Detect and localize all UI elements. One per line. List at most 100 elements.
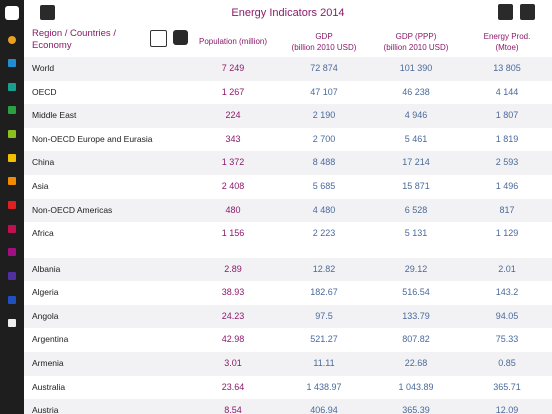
cell: 1 267	[221, 86, 245, 97]
sort-button[interactable]	[150, 30, 167, 47]
cell: 365.39	[402, 405, 430, 414]
cell: 2 223	[312, 228, 336, 239]
category[interactable]	[8, 130, 16, 138]
column-header: Region / Countries / Economy	[32, 28, 116, 51]
cell: 1 819	[495, 133, 519, 144]
row-label: Middle East	[32, 110, 77, 121]
cell: 2 408	[221, 181, 245, 191]
table-row[interactable]	[24, 257, 552, 282]
cell: 23.64	[221, 381, 245, 392]
category[interactable]	[8, 106, 16, 114]
category[interactable]	[8, 225, 16, 233]
cell: 72 874	[310, 63, 338, 73]
cell: 4 144	[495, 86, 519, 97]
cell: 75.33	[495, 334, 519, 345]
table-row[interactable]	[24, 351, 552, 376]
cell: 8 488	[312, 157, 336, 168]
table-row[interactable]	[24, 80, 552, 105]
category[interactable]	[8, 177, 16, 185]
row-label: Non-OECD Europe and Eurasia	[32, 133, 153, 144]
category[interactable]	[8, 83, 16, 91]
category[interactable]	[8, 154, 16, 162]
location-button[interactable]	[520, 4, 535, 20]
column-header: Population (million)	[198, 37, 268, 46]
cell: 480	[225, 204, 241, 215]
row-label: Austria	[32, 405, 59, 414]
cell: 17 214	[402, 157, 430, 168]
cell: 133.79	[402, 310, 430, 321]
cell: 22.68	[404, 357, 428, 368]
table-row[interactable]	[24, 57, 552, 81]
cell: 97.5	[315, 310, 333, 321]
category[interactable]	[8, 296, 16, 304]
table-row[interactable]	[24, 175, 552, 199]
cell: 4 480	[312, 204, 336, 215]
table-row[interactable]	[24, 198, 552, 223]
cell: 2 700	[312, 133, 336, 144]
category[interactable]	[8, 59, 16, 67]
table-row[interactable]	[24, 304, 552, 329]
category[interactable]	[8, 272, 16, 280]
row-label: World	[32, 63, 55, 73]
cell: 5 461	[404, 133, 428, 144]
row-label: Argentina	[32, 334, 69, 345]
sidebar	[0, 0, 24, 414]
table-row[interactable]	[24, 399, 552, 414]
cell: 7 249	[221, 63, 245, 73]
cell: 101 390	[399, 63, 433, 73]
table-row[interactable]	[24, 127, 552, 152]
row-label: Angola	[32, 310, 59, 321]
logo[interactable]	[5, 6, 19, 20]
cell: 5 131	[404, 228, 428, 239]
cell: 46 238	[402, 86, 430, 97]
table-row[interactable]	[24, 281, 552, 306]
cell: 516.54	[402, 287, 430, 298]
cell: 6 528	[404, 204, 428, 215]
cell: 2.01	[498, 263, 516, 274]
row-label: China	[32, 157, 55, 168]
cell: 8.54	[224, 405, 242, 414]
table-row[interactable]	[24, 328, 552, 353]
cell: 11.11	[313, 357, 335, 368]
favorites[interactable]	[8, 36, 16, 44]
cell: 0.85	[498, 357, 516, 368]
cell: 1 496	[495, 181, 519, 191]
cell: 521.27	[310, 334, 338, 345]
gauge-button[interactable]	[173, 30, 188, 45]
table-row[interactable]	[24, 104, 552, 129]
settings[interactable]	[8, 319, 16, 327]
cell: 12.82	[312, 263, 336, 274]
row-label: Asia	[32, 181, 49, 191]
menu-button[interactable]	[40, 5, 55, 20]
cell: 38.93	[221, 287, 245, 298]
cell: 1 438.97	[306, 381, 342, 392]
cell: 817	[499, 204, 515, 215]
cell: 12.09	[495, 405, 519, 414]
cell: 1 043.89	[398, 381, 434, 392]
cell: 15 871	[402, 181, 430, 191]
cell: 2.89	[224, 263, 242, 274]
table-row[interactable]	[24, 151, 552, 176]
table-row[interactable]	[24, 375, 552, 400]
row-label: Algeria	[32, 287, 59, 298]
info-button[interactable]	[498, 4, 513, 20]
cell: 3.01	[224, 357, 242, 368]
column-header: Energy Prod. (Mtoe)	[483, 32, 531, 52]
category[interactable]	[8, 201, 16, 209]
column-header: GDP (PPP) (billion 2010 USD)	[383, 32, 449, 52]
cell: 343	[225, 133, 241, 144]
cell: 13 805	[493, 63, 521, 73]
cell: 365.71	[493, 381, 521, 392]
table-row[interactable]	[24, 222, 552, 247]
title: Energy Indicators 2014	[231, 7, 345, 19]
cell: 406.94	[310, 405, 338, 414]
row-label: Albania	[32, 263, 61, 274]
cell: 2 593	[495, 157, 519, 168]
cell: 2 190	[312, 110, 336, 121]
category[interactable]	[8, 248, 16, 256]
cell: 1 156	[221, 228, 245, 239]
cell: 29.12	[404, 263, 428, 274]
row-label: Armenia	[32, 357, 64, 368]
cell: 1 807	[495, 110, 519, 121]
